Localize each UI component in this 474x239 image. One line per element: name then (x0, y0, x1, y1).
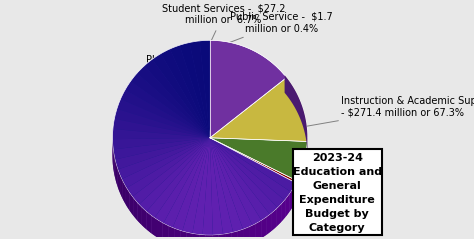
Polygon shape (202, 138, 213, 235)
Polygon shape (127, 138, 210, 197)
Polygon shape (144, 59, 210, 138)
Polygon shape (164, 138, 210, 228)
Polygon shape (120, 176, 123, 199)
Polygon shape (112, 129, 210, 139)
Polygon shape (210, 138, 307, 181)
Polygon shape (210, 138, 262, 225)
Polygon shape (206, 235, 212, 239)
Polygon shape (277, 204, 281, 226)
Text: Student Services -  $27.2
million or  6.7%: Student Services - $27.2 million or 6.7% (162, 4, 285, 53)
Polygon shape (114, 157, 116, 181)
Text: Physical Plant -  $45.1
million or 11.2%: Physical Plant - $45.1 million or 11.2% (146, 55, 255, 77)
Polygon shape (120, 90, 210, 138)
Polygon shape (129, 193, 133, 216)
Polygon shape (210, 138, 270, 220)
Polygon shape (157, 220, 163, 239)
Polygon shape (255, 221, 261, 239)
Polygon shape (170, 45, 210, 138)
Text: Instruction & Academic Support
- $271.4 million or 67.3%: Instruction & Academic Support - $271.4 … (122, 96, 474, 158)
Polygon shape (112, 138, 296, 239)
Polygon shape (293, 183, 296, 206)
Polygon shape (281, 199, 285, 222)
Polygon shape (174, 228, 180, 239)
Polygon shape (250, 224, 255, 239)
Polygon shape (130, 73, 210, 138)
Polygon shape (155, 138, 210, 223)
Polygon shape (210, 138, 285, 208)
Polygon shape (238, 229, 244, 239)
Polygon shape (112, 40, 296, 235)
Polygon shape (139, 138, 210, 212)
Polygon shape (210, 138, 223, 235)
Polygon shape (225, 233, 231, 239)
Polygon shape (133, 198, 137, 220)
Polygon shape (187, 232, 193, 239)
Polygon shape (285, 194, 290, 217)
Polygon shape (192, 138, 210, 235)
Polygon shape (115, 138, 210, 169)
Polygon shape (117, 99, 210, 138)
Polygon shape (173, 138, 210, 231)
Polygon shape (114, 109, 210, 138)
Text: Public Service -  $1.7
million or 0.4%: Public Service - $1.7 million or 0.4% (212, 12, 333, 49)
Polygon shape (142, 207, 146, 229)
Polygon shape (284, 75, 308, 155)
Polygon shape (163, 223, 168, 239)
Polygon shape (210, 138, 233, 234)
Polygon shape (297, 141, 307, 199)
Polygon shape (182, 138, 210, 234)
Polygon shape (180, 231, 187, 239)
Polygon shape (118, 169, 120, 193)
Polygon shape (161, 49, 210, 138)
Polygon shape (118, 138, 210, 179)
Polygon shape (132, 138, 210, 205)
Polygon shape (210, 40, 287, 138)
Polygon shape (123, 181, 126, 205)
Text: 2023-24
Education and
General
Expenditure
Budget by
Category: 2023-24 Education and General Expenditur… (292, 153, 382, 233)
Polygon shape (137, 66, 210, 138)
Polygon shape (116, 163, 118, 187)
Polygon shape (113, 151, 114, 175)
Polygon shape (200, 40, 210, 138)
Polygon shape (210, 138, 296, 192)
Polygon shape (210, 138, 278, 215)
Polygon shape (210, 138, 297, 183)
Polygon shape (210, 138, 243, 233)
Polygon shape (113, 119, 210, 138)
Polygon shape (193, 234, 200, 239)
Text: Institutional Support -
$58.1 million or 14.4%: Institutional Support - $58.1 million or… (125, 66, 235, 142)
Polygon shape (267, 213, 272, 235)
Polygon shape (210, 77, 308, 141)
Polygon shape (146, 212, 152, 234)
Polygon shape (210, 138, 253, 229)
Polygon shape (112, 138, 210, 150)
Polygon shape (137, 203, 142, 225)
Polygon shape (126, 187, 129, 210)
FancyBboxPatch shape (292, 149, 382, 235)
Polygon shape (146, 138, 210, 218)
Polygon shape (210, 138, 291, 200)
Polygon shape (290, 189, 293, 212)
Polygon shape (168, 226, 174, 239)
Polygon shape (244, 227, 250, 239)
Polygon shape (200, 235, 206, 239)
Polygon shape (125, 81, 210, 138)
Polygon shape (261, 217, 267, 238)
Polygon shape (190, 41, 210, 138)
Polygon shape (113, 138, 210, 160)
Polygon shape (219, 234, 225, 239)
Polygon shape (152, 54, 210, 138)
Polygon shape (231, 231, 238, 239)
Polygon shape (212, 235, 219, 239)
Polygon shape (122, 138, 210, 188)
Polygon shape (296, 181, 297, 201)
Polygon shape (180, 43, 210, 138)
Polygon shape (152, 216, 157, 237)
Polygon shape (272, 209, 277, 231)
